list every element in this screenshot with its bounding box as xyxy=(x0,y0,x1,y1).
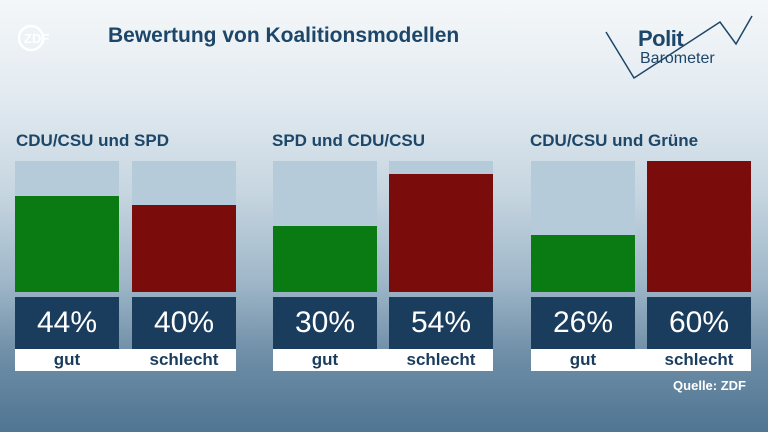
bar-gut xyxy=(15,196,119,292)
politbarometer-line-icon xyxy=(605,15,753,80)
politbarometer-word-barometer: Barometer xyxy=(640,50,715,67)
bar-schlecht xyxy=(389,174,493,292)
svg-text:ZDF: ZDF xyxy=(24,31,49,46)
category-label: schlecht xyxy=(132,349,236,371)
value-label: 40% xyxy=(132,297,236,349)
value-label: 54% xyxy=(389,297,493,349)
group-title-1: CDU/CSU und SPD xyxy=(16,131,169,150)
label-strip-gap xyxy=(119,349,132,371)
zdf-logo: ZDF xyxy=(18,24,49,52)
bar-schlecht xyxy=(132,205,236,292)
politbarometer-word-polit: Polit xyxy=(638,26,684,51)
label-strip-gap xyxy=(377,349,389,371)
label-strip-gap xyxy=(635,349,647,371)
bar-track xyxy=(132,161,236,292)
category-label: schlecht xyxy=(647,349,751,371)
source-note: Quelle: ZDF xyxy=(673,378,746,393)
bar-schlecht xyxy=(647,161,751,292)
bar-gut xyxy=(273,226,377,292)
value-label: 44% xyxy=(15,297,119,349)
category-label: schlecht xyxy=(389,349,493,371)
category-label: gut xyxy=(15,349,119,371)
bar-track xyxy=(531,161,635,292)
bar-track xyxy=(647,161,751,292)
bar-gut xyxy=(531,235,635,292)
category-label: gut xyxy=(273,349,377,371)
politbarometer-logo: Polit Barometer xyxy=(600,8,760,80)
group-title-3: CDU/CSU und Grüne xyxy=(530,131,699,150)
bar-track xyxy=(389,161,493,292)
page-title: Bewertung von Koalitionsmodellen xyxy=(108,24,460,47)
group-title-2: SPD und CDU/CSU xyxy=(272,131,425,150)
value-label: 26% xyxy=(531,297,635,349)
value-label: 60% xyxy=(647,297,751,349)
category-label: gut xyxy=(531,349,635,371)
bar-track xyxy=(273,161,377,292)
value-label: 30% xyxy=(273,297,377,349)
bar-track xyxy=(15,161,119,292)
